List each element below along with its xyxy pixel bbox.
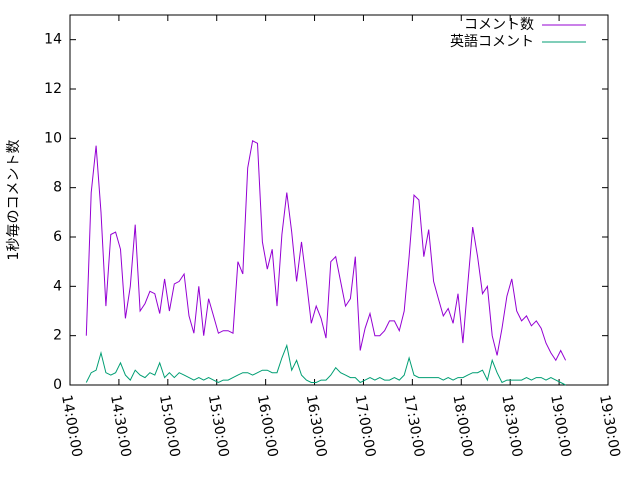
x-tick-label: 15:00:00: [156, 394, 183, 459]
y-tick-label: 12: [44, 81, 62, 97]
x-tick-label: 15:30:00: [205, 394, 232, 459]
x-tick-label: 17:00:00: [352, 394, 379, 459]
y-tick-label: 8: [53, 180, 62, 196]
x-tick-label: 18:30:00: [498, 394, 525, 459]
legend-label: 英語コメント: [450, 33, 534, 50]
y-tick-label: 10: [44, 130, 62, 146]
x-tick-label: 16:30:00: [303, 394, 330, 459]
y-tick-label: 0: [53, 377, 62, 393]
x-tick-label: 19:00:00: [547, 394, 574, 459]
plot-border: [69, 14, 609, 386]
x-tick-label: 19:30:00: [596, 394, 623, 459]
y-tick-label: 4: [53, 278, 62, 294]
series-line: [85, 343, 566, 386]
x-tick-label: 18:00:00: [449, 394, 476, 459]
x-tick-label: 14:00:00: [58, 394, 85, 459]
y-tick-label: 6: [53, 229, 62, 245]
y-tick-label: 14: [44, 32, 62, 48]
x-tick-label: 14:30:00: [107, 394, 134, 459]
series-line: [85, 140, 567, 362]
y-tick-label: 2: [53, 328, 62, 344]
legend-label: コメント数: [464, 17, 534, 33]
x-tick-label: 17:30:00: [400, 394, 427, 459]
x-tick-label: 16:00:00: [254, 394, 281, 459]
y-axis-label: 1秒毎のコメント数: [6, 140, 22, 261]
